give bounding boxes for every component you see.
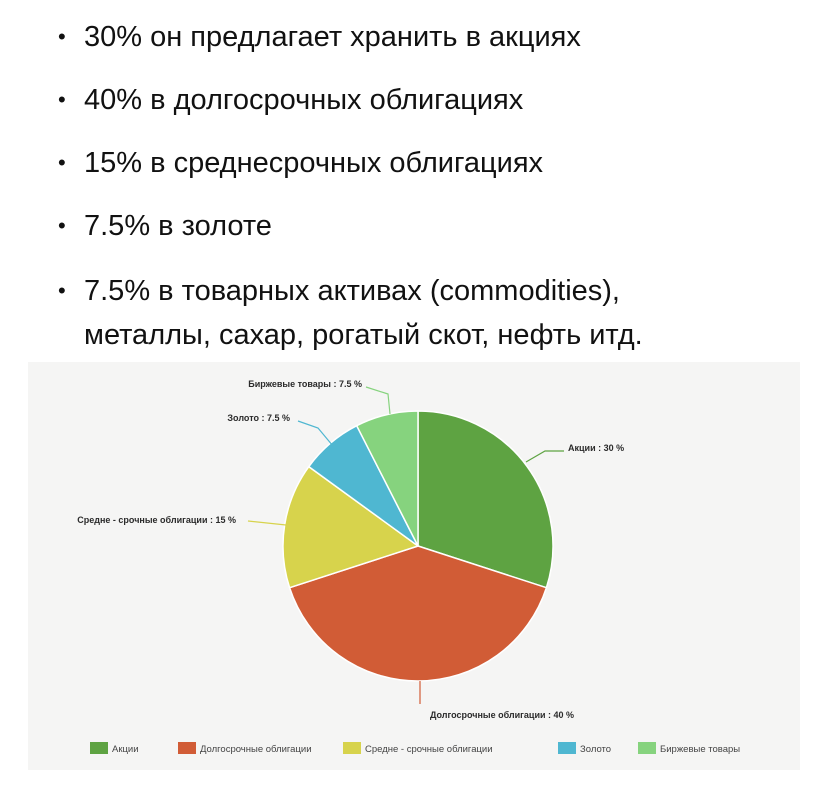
leader-line [297,420,334,447]
legend-label: Биржевые товары [660,744,740,755]
bullet-text: 15% в среднесрочных облигациях [84,147,544,179]
leader-line [365,386,391,415]
legend-item: Долгосрочные облигации [178,742,312,755]
legend-swatch [343,742,361,754]
bullet-marker: • [58,213,66,238]
pie-slice-2 [288,545,548,682]
legend-swatch [90,742,108,754]
bullet-marker: • [58,87,66,112]
slice-label: Биржевые товары : 7.5 % [248,379,362,389]
bullet-text: 40% в долгосрочных облигациях [84,84,524,116]
legend-label: Долгосрочные облигации [200,744,312,755]
legend-label: Акции [112,744,139,755]
slice-label: Средне - срочные облигации : 15 % [77,515,236,525]
pie-slice-5 [355,410,419,547]
legend-item: Биржевые товары [638,742,740,755]
bullet-text: 7.5% в товарных активах (commodities), [84,275,620,307]
bullet-marker: • [58,150,66,175]
legend-swatch [558,742,576,754]
leader-line [525,450,564,463]
bullet-text-continued: металлы, сахар, рогатый скот, нефть итд. [84,319,643,351]
pie-slice-1 [417,410,554,589]
slice-label: Золото : 7.5 % [227,413,290,423]
legend-label: Золото [580,744,611,755]
bullet-text: 7.5% в золоте [84,210,272,242]
slice-label: Долгосрочные облигации : 40 % [430,710,574,720]
legend-label: Средне - срочные облигации [365,744,493,755]
legend-item: Золото [558,742,611,755]
pie-chart: Акции : 30 % Долгосрочные облигации : 40 … [28,362,800,770]
legend-item: Средне - срочные облигации [343,742,493,755]
legend-item: Акции [90,742,139,755]
legend-swatch [178,742,196,754]
pie-chart-svg: Акции : 30 % Долгосрочные облигации : 40 … [77,379,740,755]
slice-label: Акции : 30 % [568,443,624,453]
bullet-marker: • [58,278,66,303]
legend-swatch [638,742,656,754]
bullet-marker: • [58,24,66,49]
leader-line [247,520,287,526]
bullet-text: 30% он предлагает хранить в акциях [84,21,581,53]
